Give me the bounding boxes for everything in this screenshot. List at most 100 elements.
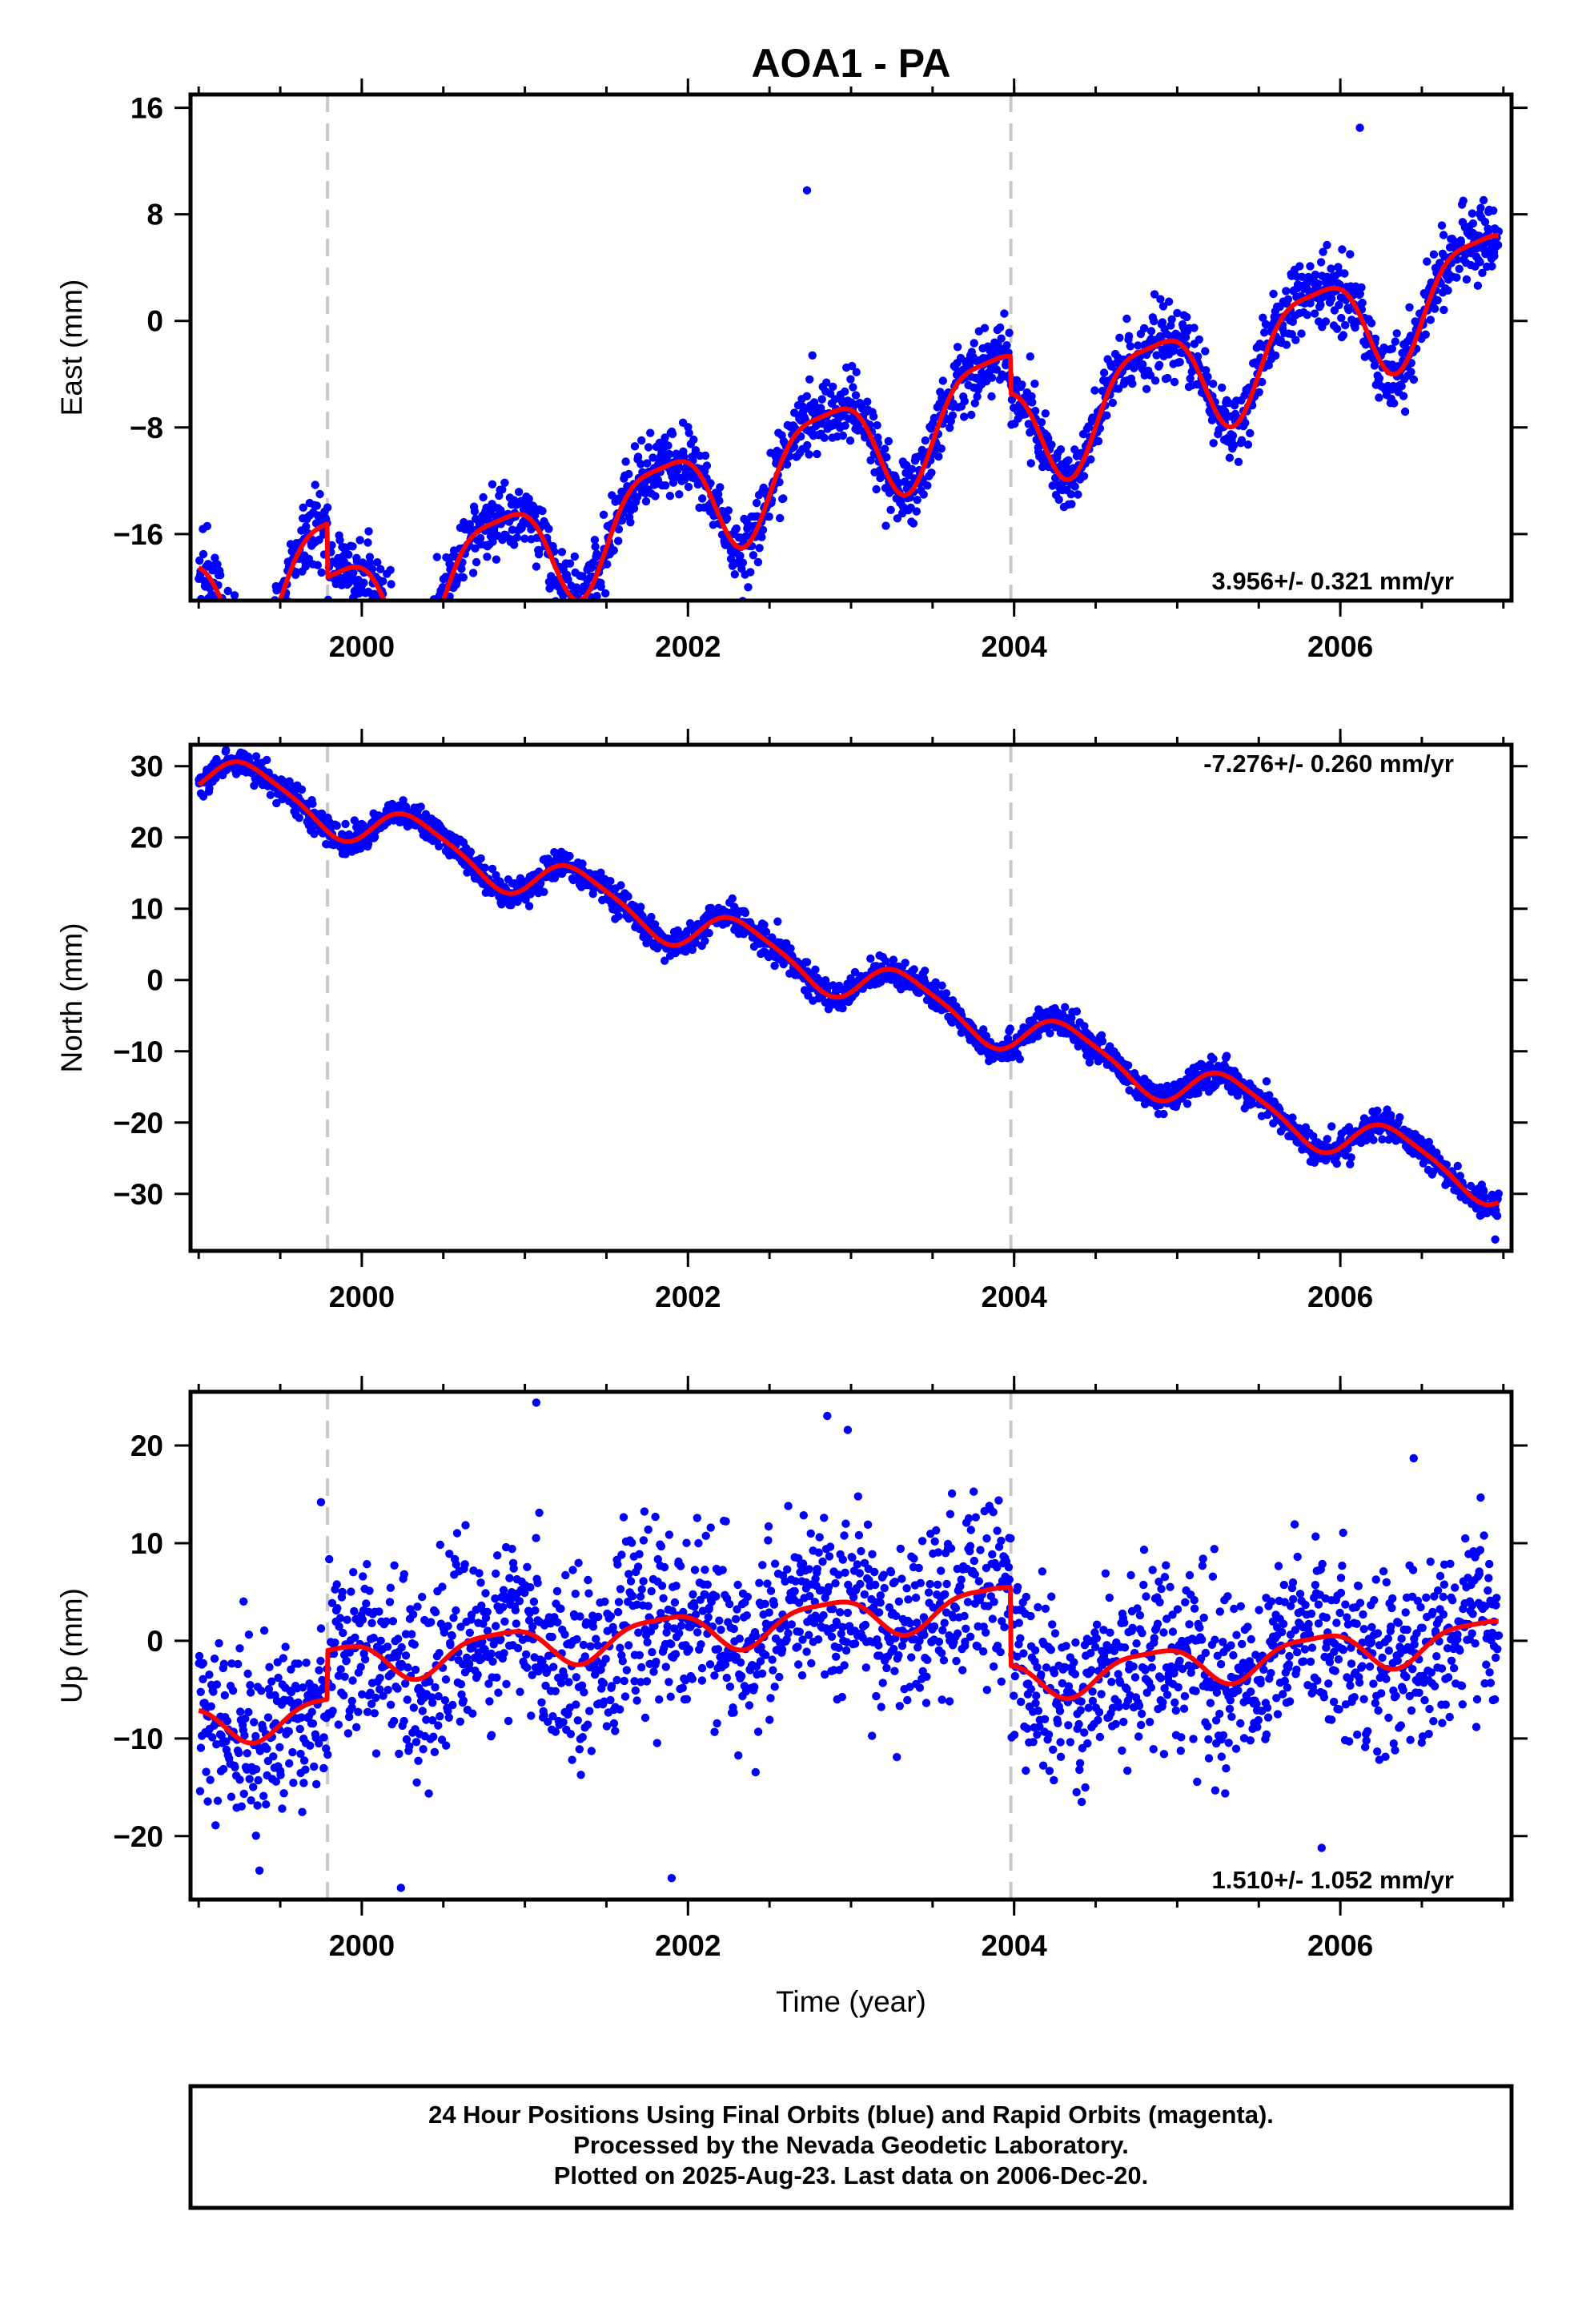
data-point: [1126, 342, 1135, 351]
data-point: [468, 569, 478, 577]
data-point: [235, 1775, 244, 1784]
data-point: [425, 660, 433, 668]
data-point: [822, 378, 831, 387]
data-point: [241, 628, 249, 636]
data-point: [1027, 392, 1036, 401]
data-point: [408, 1610, 418, 1619]
data-point: [255, 669, 263, 677]
data-point: [288, 1747, 297, 1757]
data-point: [1046, 1029, 1054, 1038]
data-point: [846, 974, 855, 983]
data-point: [251, 672, 259, 680]
data-point: [923, 481, 932, 490]
data-point: [741, 532, 751, 541]
data-point: [239, 633, 247, 641]
data-point: [395, 637, 403, 645]
data-point: [259, 641, 267, 649]
data-point: [199, 792, 208, 801]
data-point: [196, 1687, 205, 1696]
data-point: [383, 1642, 392, 1651]
data-point: [307, 1707, 316, 1716]
data-point: [1443, 286, 1452, 295]
data-point: [227, 1792, 236, 1801]
data-point: [195, 1651, 204, 1661]
data-point: [404, 656, 412, 664]
data-point: [661, 956, 669, 965]
data-point: [315, 1666, 323, 1675]
data-point: [472, 557, 481, 567]
data-point: [252, 662, 260, 670]
data-point: [213, 560, 222, 569]
data-point: [599, 510, 608, 519]
data-point: [208, 1733, 217, 1742]
data-point: [580, 625, 588, 633]
data-point: [744, 583, 753, 592]
data-point: [651, 492, 660, 501]
data-point: [356, 1663, 365, 1671]
data-point: [1115, 333, 1124, 342]
data-point: [423, 637, 431, 645]
data-point: [383, 602, 391, 610]
data-point: [226, 630, 234, 638]
data-point: [1338, 245, 1347, 254]
data-point: [1426, 316, 1435, 324]
data-point: [382, 610, 390, 618]
data-point: [344, 550, 353, 559]
data-point: [1435, 259, 1444, 267]
data-point: [1154, 360, 1164, 369]
data-point: [312, 1779, 321, 1789]
data-point: [434, 610, 442, 618]
data-point: [428, 618, 436, 626]
data-point: [436, 1540, 444, 1550]
data-point: [316, 1624, 326, 1633]
data-point: [271, 605, 279, 613]
data-point: [970, 339, 978, 348]
data-point: [386, 1583, 395, 1592]
data-point: [261, 638, 269, 646]
y-tick-label: 20: [130, 822, 163, 854]
data-point: [641, 497, 651, 506]
data-point: [1341, 320, 1350, 330]
x-tick-label: 2004: [982, 1281, 1048, 1313]
data-point: [1452, 273, 1461, 282]
data-point: [347, 1587, 355, 1596]
data-point: [350, 816, 359, 825]
data-point: [238, 637, 246, 645]
data-point: [614, 911, 623, 921]
data-point: [1123, 1061, 1133, 1070]
data-point: [323, 503, 332, 512]
data-point: [379, 617, 387, 625]
data-point: [882, 452, 891, 462]
data-point: [359, 1572, 367, 1581]
data-point: [401, 1651, 411, 1660]
data-point: [365, 558, 375, 567]
data-point: [1302, 279, 1311, 287]
data-point: [370, 833, 379, 842]
data-point: [251, 1831, 260, 1840]
data-point: [247, 654, 255, 662]
x-tick-label: 2006: [1307, 630, 1373, 663]
data-point: [219, 1659, 228, 1668]
data-point: [199, 549, 208, 559]
data-point: [195, 556, 204, 565]
data-point: [1473, 281, 1483, 290]
data-point: [1218, 383, 1227, 392]
data-point: [866, 954, 875, 963]
data-point: [1159, 1109, 1168, 1119]
data-point: [389, 620, 397, 628]
data-point: [226, 613, 234, 621]
data-point: [1150, 290, 1159, 299]
data-point: [338, 1587, 347, 1597]
data-point: [235, 610, 243, 618]
data-point: [407, 633, 415, 641]
data-point: [1430, 304, 1439, 313]
data-point: [1158, 302, 1168, 311]
data-point: [684, 482, 693, 492]
data-point: [921, 967, 930, 975]
plot-frame: [188, 92, 1514, 603]
data-point: [284, 1727, 293, 1736]
data-point: [1399, 392, 1408, 400]
data-point: [433, 614, 441, 622]
data-point: [633, 452, 643, 461]
data-point: [785, 452, 794, 460]
